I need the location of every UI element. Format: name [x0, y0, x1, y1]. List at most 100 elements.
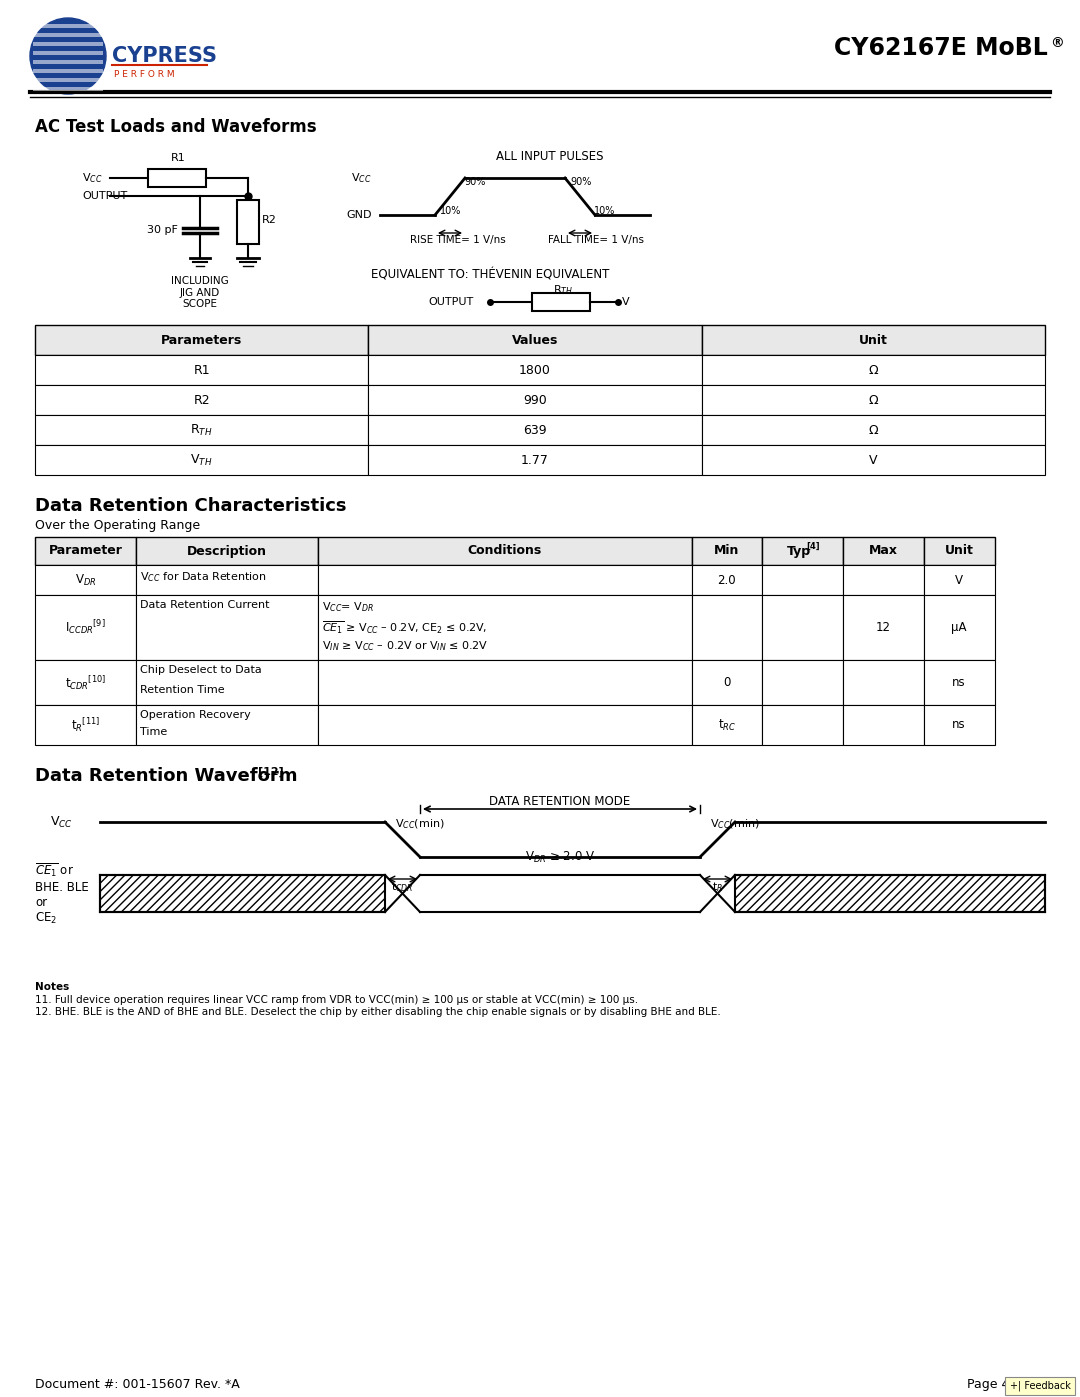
- Bar: [923, 705, 995, 745]
- Text: CYPRESS: CYPRESS: [112, 46, 217, 66]
- Text: R1: R1: [193, 363, 210, 377]
- Bar: [691, 595, 762, 659]
- Bar: [702, 386, 1045, 415]
- Text: INCLUDING
JIG AND
SCOPE: INCLUDING JIG AND SCOPE: [171, 277, 229, 309]
- Text: Page 4 of 12: Page 4 of 12: [967, 1377, 1045, 1391]
- Text: 12: 12: [876, 622, 891, 634]
- Bar: [691, 705, 762, 745]
- Text: Description: Description: [187, 545, 267, 557]
- Bar: [368, 415, 702, 446]
- Bar: [762, 595, 843, 659]
- Text: $\overline{CE_1}$ ≥ V$_{CC}$ – 0.2V, CE$_2$ ≤ 0.2V,: $\overline{CE_1}$ ≥ V$_{CC}$ – 0.2V, CE$…: [322, 620, 487, 636]
- Text: R2: R2: [262, 215, 276, 225]
- Text: Max: Max: [869, 545, 897, 557]
- Text: t$_{RC}$: t$_{RC}$: [718, 718, 735, 732]
- Bar: [33, 87, 103, 91]
- Text: OUTPUT: OUTPUT: [428, 298, 473, 307]
- Bar: [148, 169, 206, 187]
- Text: 30 pF: 30 pF: [147, 225, 178, 235]
- Bar: [35, 564, 136, 595]
- Bar: [136, 564, 318, 595]
- Text: ns: ns: [953, 676, 966, 689]
- Text: V$_{CC}$(min): V$_{CC}$(min): [395, 817, 445, 831]
- Text: ®: ®: [1050, 36, 1064, 50]
- Text: Values: Values: [512, 334, 558, 346]
- Text: 10%: 10%: [440, 207, 461, 217]
- Bar: [33, 68, 103, 73]
- Bar: [691, 564, 762, 595]
- Text: 90%: 90%: [570, 176, 592, 187]
- Bar: [762, 564, 843, 595]
- Text: R$_{TH}$: R$_{TH}$: [553, 284, 573, 296]
- Text: 12. BHE. BLE is the AND of BHE and BLE. Deselect the chip by either disabling th: 12. BHE. BLE is the AND of BHE and BLE. …: [35, 1007, 720, 1017]
- Text: Parameters: Parameters: [161, 334, 242, 346]
- Text: Ω: Ω: [868, 423, 878, 436]
- Bar: [702, 446, 1045, 475]
- Text: 2.0: 2.0: [717, 574, 737, 587]
- Text: Notes: Notes: [35, 982, 69, 992]
- Bar: [691, 536, 762, 564]
- Text: 90%: 90%: [464, 176, 485, 187]
- Text: Ω: Ω: [868, 394, 878, 407]
- Bar: [136, 595, 318, 659]
- Text: t$_{R}$$^{[11]}$: t$_{R}$$^{[11]}$: [71, 717, 100, 733]
- Text: Ω: Ω: [868, 363, 878, 377]
- Text: V$_{DR}$ ≥ 2.0 V: V$_{DR}$ ≥ 2.0 V: [525, 849, 595, 865]
- Text: +| Feedback: +| Feedback: [1010, 1380, 1070, 1391]
- Bar: [843, 564, 923, 595]
- Bar: [318, 536, 691, 564]
- Bar: [735, 875, 1045, 912]
- Text: V: V: [622, 298, 630, 307]
- Bar: [702, 355, 1045, 386]
- Text: P E R F O R M: P E R F O R M: [114, 70, 175, 80]
- Text: V: V: [869, 454, 878, 467]
- Text: I$_{CCDR}$$^{[9]}$: I$_{CCDR}$$^{[9]}$: [65, 619, 106, 637]
- Bar: [762, 659, 843, 705]
- Text: Chip Deselect to Data: Chip Deselect to Data: [140, 665, 261, 675]
- Text: 11. Full device operation requires linear VCC ramp from VDR to VCC(min) ≥ 100 μs: 11. Full device operation requires linea…: [35, 995, 638, 1004]
- Bar: [318, 595, 691, 659]
- Text: Document #: 001-15607 Rev. *A: Document #: 001-15607 Rev. *A: [35, 1377, 240, 1391]
- Bar: [35, 595, 136, 659]
- Bar: [368, 386, 702, 415]
- Bar: [35, 536, 136, 564]
- Text: Operation Recovery: Operation Recovery: [140, 710, 251, 719]
- Text: V$_{IN}$ ≥ V$_{CC}$ – 0.2V or V$_{IN}$ ≤ 0.2V: V$_{IN}$ ≥ V$_{CC}$ – 0.2V or V$_{IN}$ ≤…: [322, 640, 488, 654]
- Bar: [33, 60, 103, 64]
- Text: V$_{CC}$= V$_{DR}$: V$_{CC}$= V$_{DR}$: [322, 599, 374, 613]
- Text: FALL TIME= 1 V/ns: FALL TIME= 1 V/ns: [548, 235, 644, 244]
- Bar: [368, 326, 702, 355]
- Text: R1: R1: [171, 154, 186, 163]
- Text: 990: 990: [523, 394, 546, 407]
- Bar: [318, 564, 691, 595]
- Bar: [35, 415, 368, 446]
- Text: OUTPUT: OUTPUT: [82, 191, 127, 201]
- Bar: [33, 78, 103, 82]
- Text: V$_{CC}$: V$_{CC}$: [82, 170, 103, 184]
- Text: V$_{CC}$: V$_{CC}$: [351, 170, 372, 184]
- Bar: [923, 659, 995, 705]
- Text: DATA RETENTION MODE: DATA RETENTION MODE: [489, 795, 631, 807]
- Text: V$_{TH}$: V$_{TH}$: [190, 453, 213, 468]
- Text: 10%: 10%: [594, 207, 616, 217]
- Text: V$_{CC}$(min): V$_{CC}$(min): [711, 817, 760, 831]
- Bar: [136, 705, 318, 745]
- Ellipse shape: [30, 18, 106, 94]
- Text: 1.77: 1.77: [521, 454, 549, 467]
- Bar: [368, 355, 702, 386]
- Bar: [702, 415, 1045, 446]
- Bar: [33, 24, 103, 28]
- Text: Unit: Unit: [945, 545, 973, 557]
- Bar: [532, 293, 590, 312]
- Text: Retention Time: Retention Time: [140, 685, 225, 694]
- Bar: [35, 326, 368, 355]
- Text: Over the Operating Range: Over the Operating Range: [35, 520, 200, 532]
- Text: [12]: [12]: [258, 767, 284, 777]
- Text: V$_{DR}$: V$_{DR}$: [75, 573, 96, 588]
- Text: μA: μA: [951, 622, 967, 634]
- Bar: [923, 564, 995, 595]
- Bar: [35, 705, 136, 745]
- Text: $\overline{CE_1}$ or
BHE. BLE
or
CE$_2$: $\overline{CE_1}$ or BHE. BLE or CE$_2$: [35, 861, 89, 926]
- Text: CY62167E MoBL: CY62167E MoBL: [834, 36, 1048, 60]
- Text: Parameter: Parameter: [49, 545, 122, 557]
